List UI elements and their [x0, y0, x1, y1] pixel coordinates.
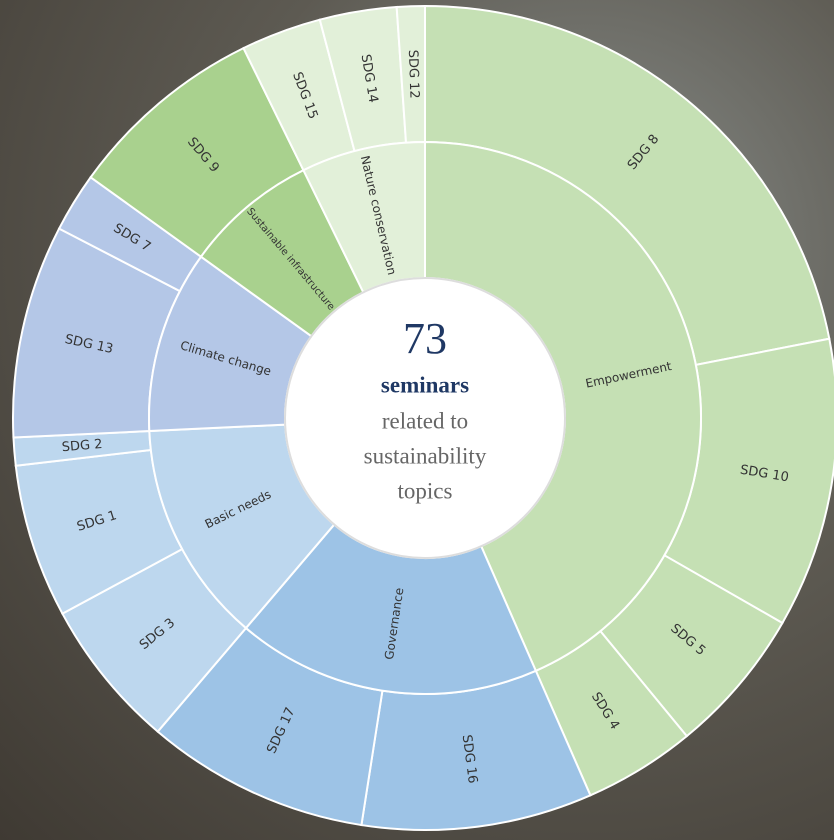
- center-line: sustainability: [364, 443, 487, 468]
- outer-label: SDG 12: [405, 49, 422, 99]
- center-line: related to: [382, 408, 468, 433]
- chart: SDG 8SDG 10SDG 5SDG 4EmpowermentSDG 16SD…: [0, 0, 834, 840]
- center-label: seminars: [381, 372, 469, 397]
- center-value: 73: [403, 314, 447, 363]
- page: SDG 8SDG 10SDG 5SDG 4EmpowermentSDG 16SD…: [0, 0, 834, 840]
- center-line: topics: [398, 478, 453, 503]
